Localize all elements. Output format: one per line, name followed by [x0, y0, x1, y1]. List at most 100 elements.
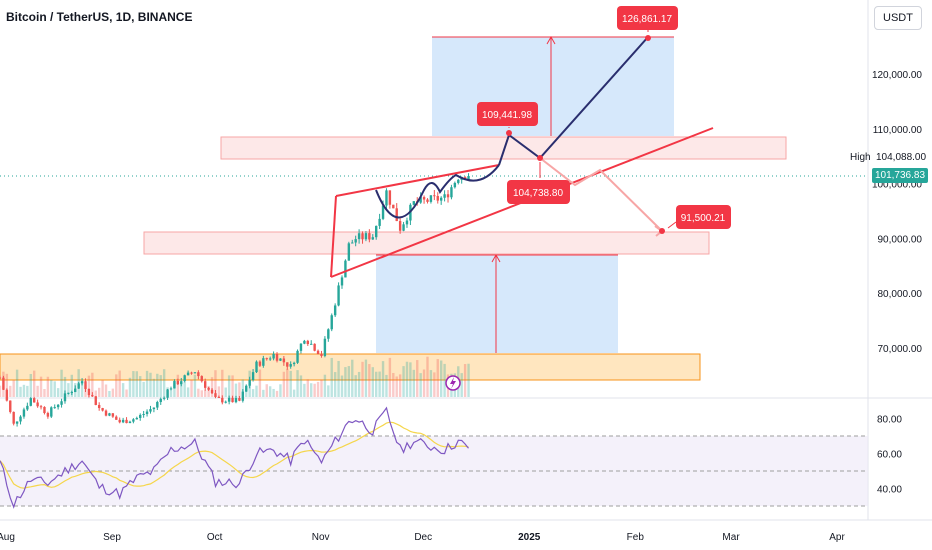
volume-bar	[176, 374, 180, 397]
volume-bar	[351, 359, 354, 397]
candle-body	[361, 233, 364, 240]
volume-bar	[255, 385, 258, 397]
volume-bar	[272, 388, 275, 397]
volume-bar	[422, 369, 426, 397]
volume-bar	[26, 385, 29, 397]
volume-bar	[371, 367, 374, 397]
candle-body	[402, 224, 405, 231]
candle-body	[63, 393, 67, 402]
volume-bar	[221, 369, 224, 397]
candle-body	[412, 201, 416, 205]
time-tick-label: Mar	[722, 532, 740, 543]
candle-body	[303, 340, 306, 344]
volume-bar	[402, 366, 405, 397]
volume-bar	[337, 360, 340, 397]
volume-bar	[375, 371, 378, 397]
volume-bar	[97, 387, 101, 397]
price-axis[interactable]: 120,000.00 110,000.00 100,000.00 90,000.00 8…	[872, 70, 922, 355]
volume-bar	[429, 370, 433, 397]
candle-body	[80, 381, 84, 384]
target-point	[645, 35, 651, 41]
candle-body	[320, 354, 323, 356]
volume-bar	[210, 377, 214, 397]
candle-body	[200, 376, 203, 382]
wedge-upper-trendline	[335, 164, 500, 197]
candle-body	[19, 416, 22, 422]
volume-bar	[426, 356, 429, 397]
volume-bar	[323, 374, 327, 397]
candle-body	[22, 409, 26, 417]
symbol-title: Bitcoin / TetherUS, 1D, BINANCE	[6, 10, 193, 24]
candle-body	[125, 419, 128, 424]
candle-body	[275, 353, 279, 361]
candle-body	[385, 190, 388, 206]
candle-body	[351, 242, 354, 244]
volume-bar	[118, 370, 121, 397]
volume-bar	[405, 361, 409, 397]
pullback-point	[659, 228, 665, 234]
volume-bar	[388, 357, 392, 397]
volume-bar	[313, 383, 316, 397]
currency-button[interactable]: USDT	[874, 6, 922, 30]
candle-body	[142, 414, 145, 416]
volume-bar	[330, 357, 333, 397]
candle-body	[43, 406, 46, 414]
candle-body	[251, 372, 255, 380]
resistance-zone	[220, 136, 787, 160]
rsi-axis[interactable]: 80.00 60.00 40.00	[877, 415, 902, 496]
candle-body	[224, 401, 227, 403]
candle-body	[176, 380, 180, 385]
candle-body	[248, 379, 251, 386]
candle-body	[101, 408, 104, 411]
candle-body	[97, 404, 101, 409]
volume-bar	[378, 371, 381, 397]
candle-body	[306, 340, 309, 345]
candle-body	[87, 388, 91, 396]
volume-bar	[268, 386, 272, 397]
candle-body	[94, 396, 97, 405]
volume-bar	[135, 371, 138, 397]
candle-body	[268, 358, 272, 360]
price-tick-label: 120,000.00	[872, 70, 922, 81]
volume-bar	[39, 376, 43, 397]
candle-body	[467, 176, 470, 180]
volume-bar	[262, 389, 265, 397]
candle-body	[115, 416, 118, 420]
candle-body	[139, 414, 142, 418]
volume-bar	[357, 371, 361, 397]
time-axis[interactable]: Aug Sep Oct Nov Dec 2025 Feb Mar Apr	[0, 532, 846, 543]
candle-body	[286, 362, 289, 367]
time-tick-label: Oct	[207, 532, 223, 543]
candle-body	[121, 419, 125, 423]
candle-body	[193, 372, 197, 374]
candle-body	[398, 221, 402, 231]
volume-bars	[0, 356, 470, 397]
candle-body	[299, 343, 303, 351]
candle-body	[214, 393, 217, 397]
last-price-tag: 101,736.83	[872, 168, 928, 183]
target-arrow-head	[546, 35, 556, 45]
volume-bar	[412, 369, 416, 397]
measured-arrow-head	[491, 253, 501, 263]
candle-body	[46, 413, 50, 417]
candle-body	[91, 395, 94, 397]
callout-label: 91,500.21	[681, 213, 726, 224]
candle-body	[392, 204, 395, 209]
volume-bar	[128, 377, 132, 397]
candle-body	[395, 208, 398, 222]
peak-point	[506, 130, 512, 136]
lightning-icon[interactable]	[445, 375, 461, 391]
candle-body	[39, 406, 43, 408]
candle-body	[347, 243, 351, 261]
candle-body	[2, 377, 5, 390]
candle-body	[238, 397, 241, 401]
candle-body	[234, 397, 238, 403]
candle-body	[453, 182, 457, 188]
volume-bar	[60, 369, 63, 397]
volume-bar	[87, 375, 91, 397]
candle-body	[436, 195, 439, 201]
candle-body	[433, 195, 436, 197]
candle-body	[262, 358, 265, 366]
volume-bar	[296, 370, 299, 397]
